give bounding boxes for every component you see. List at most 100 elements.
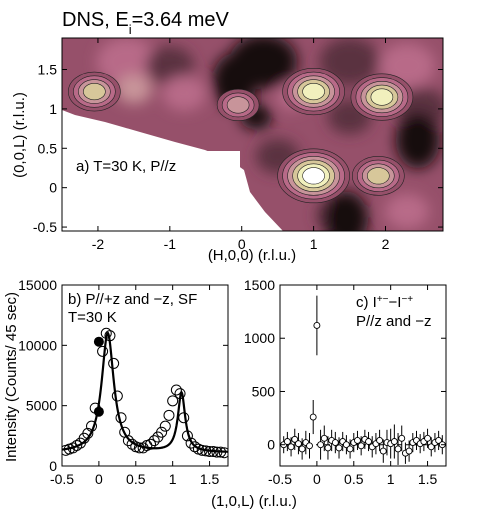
- panel-c-ytick-label: 1000: [244, 330, 275, 346]
- data-point: [313, 322, 321, 329]
- data-point: [204, 446, 216, 458]
- data-point: [309, 413, 317, 421]
- intensity-region: [385, 193, 430, 229]
- data-point: [427, 443, 435, 451]
- intensity-region: [319, 38, 380, 86]
- panel-c-xtick-label: 0.5: [344, 471, 364, 487]
- fit-curve: [62, 331, 228, 453]
- data-point: [207, 446, 219, 458]
- data-point: [185, 437, 197, 449]
- panel-c-annotation-line2: P//z and −z: [356, 313, 431, 330]
- data-point: [354, 436, 361, 444]
- panel-b-ytick-label: 10000: [18, 337, 57, 353]
- peak-contour: [370, 88, 394, 106]
- data-point: [115, 412, 127, 424]
- panel-b-ytick-label: 5000: [26, 398, 57, 414]
- shared-xlabel: (1,0,L) (r.l.u.): [211, 493, 297, 510]
- data-point: [298, 445, 306, 453]
- data-point: [167, 395, 179, 407]
- data-point: [137, 442, 149, 454]
- panel-b-frame: [61, 284, 229, 467]
- data-point: [148, 435, 160, 447]
- data-point: [82, 427, 94, 439]
- panel-a-ytick-label: 0: [49, 180, 57, 196]
- data-point: [291, 435, 299, 443]
- panel-a-annotation: a) T=30 K, P//z: [76, 158, 176, 175]
- panel-a-frame: [61, 37, 444, 232]
- figure-title: DNS, Ei=3.64 meV: [62, 9, 230, 37]
- data-point: [218, 447, 228, 459]
- data-point: [122, 435, 134, 447]
- data-point: [365, 438, 372, 445]
- data-point: [163, 409, 175, 421]
- data-point-filled: [93, 336, 104, 347]
- panel-b-xtick-label: 1: [169, 471, 177, 487]
- data-point: [174, 388, 186, 400]
- data-point: [211, 446, 223, 458]
- panel-c-xtick-label: 0: [313, 471, 321, 487]
- panel-b-annotation-line1: b) P//+z and −z, SF: [68, 291, 197, 308]
- panel-b-xtick-label: 0.5: [126, 471, 146, 487]
- panel-b-ytick-label: 15000: [18, 277, 57, 293]
- panel-a-xtick-label: -2: [92, 236, 105, 252]
- panel-c-annotation-line1: c) I+−−I−+: [356, 294, 413, 312]
- intensity-region: [96, 38, 157, 86]
- panel-a-xlabel: (H,0,0) (r.l.u.): [208, 247, 296, 264]
- intensity-region: [115, 74, 152, 104]
- data-point: [71, 439, 83, 451]
- panel-a-annotation-box: [68, 151, 240, 179]
- data-point: [324, 444, 332, 452]
- data-point: [133, 442, 145, 454]
- data-point: [181, 430, 193, 442]
- data-point: [97, 345, 109, 357]
- panel-b-ylabel: Intensity (Counts/ 45 sec): [3, 292, 20, 462]
- panel-b-ytick-label: 0: [49, 458, 57, 474]
- data-point-filled: [93, 406, 104, 417]
- data-point: [283, 438, 291, 445]
- panel-c-axes: -0.5 0 0.5 1 1.5 0 500 1000 1500: [244, 277, 446, 487]
- panel-c-ytick-label: 500: [252, 383, 276, 399]
- data-point: [159, 420, 171, 432]
- data-point: [100, 327, 112, 339]
- data-point: [376, 436, 384, 444]
- data-point: [306, 442, 313, 450]
- peak-contours: [68, 68, 414, 204]
- panel-c-ytick-label: 1500: [244, 277, 275, 293]
- low-intensity-region: [395, 112, 440, 169]
- intensity-region: [162, 75, 207, 111]
- low-intensity-region: [323, 191, 368, 231]
- panel-c-frame: [279, 284, 447, 467]
- panel-b-points: [62, 327, 228, 459]
- data-point: [170, 384, 182, 396]
- data-point: [405, 447, 413, 455]
- panel-c-xtick-label: 1: [387, 471, 395, 487]
- panel-c-xtick-label: 1.5: [418, 471, 438, 487]
- data-point: [86, 420, 98, 432]
- intensity-region: [145, 46, 194, 85]
- data-point: [317, 441, 325, 449]
- panel-a-axes: -2 -1 0 1 2 -0.5 0 0.5 1 1.5: [33, 38, 443, 252]
- data-point: [287, 443, 295, 451]
- peak-contour: [302, 167, 325, 185]
- peak-contour: [367, 167, 390, 185]
- data-point: [435, 436, 443, 444]
- data-point: [178, 412, 190, 424]
- data-point: [342, 441, 350, 449]
- panel-c-ytick-label: 0: [267, 437, 275, 453]
- data-point: [294, 440, 302, 448]
- data-point: [189, 441, 201, 453]
- peak-contour: [83, 83, 106, 101]
- data-point: [398, 434, 406, 442]
- data-point: [320, 434, 328, 442]
- panel-c: -0.5 0 0.5 1 1.5 0 500 1000 1500 c) I+−−I−+ P//z…: [244, 277, 447, 487]
- data-point: [104, 330, 116, 342]
- data-point: [424, 434, 432, 442]
- peak-contour: [226, 96, 250, 114]
- panel-a-xtick-label: 2: [382, 236, 390, 252]
- data-point: [156, 426, 168, 438]
- panel-b-xtick-label: -0.5: [50, 471, 74, 487]
- data-point: [108, 357, 120, 369]
- panel-a-map: [62, 38, 443, 231]
